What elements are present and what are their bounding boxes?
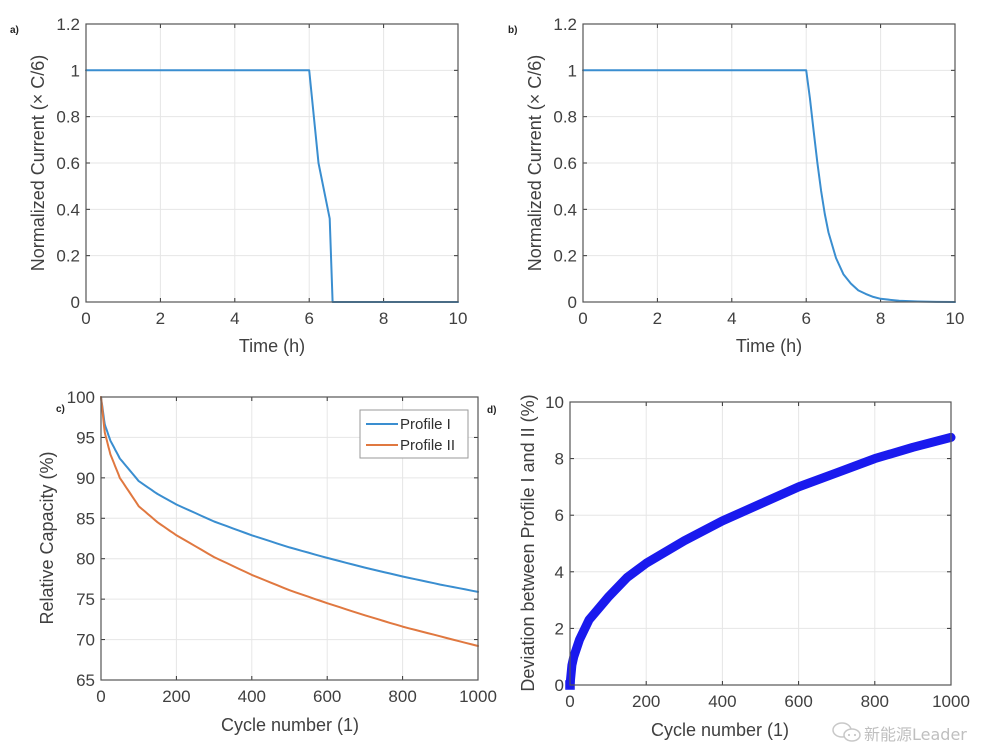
y-tick-label: 0.2 <box>56 247 80 266</box>
x-tick-label: 10 <box>946 309 965 328</box>
y-tick-label: 100 <box>67 388 95 407</box>
x-tick-label: 200 <box>632 692 660 711</box>
x-tick-label: 800 <box>388 687 416 706</box>
series-line-c-1 <box>100 396 479 593</box>
x-tick-label: 400 <box>238 687 266 706</box>
x-tick-label: 6 <box>304 309 313 328</box>
y-tick-label: 0 <box>71 293 80 312</box>
x-tick-label: 800 <box>861 692 889 711</box>
axes-frame-b <box>582 23 956 303</box>
x-tick-label: 0 <box>96 687 105 706</box>
x-tick-label: 4 <box>230 309 239 328</box>
y-tick-label: 70 <box>76 631 95 650</box>
series-line-c-2 <box>100 396 479 647</box>
y-tick-label: 8 <box>555 450 564 469</box>
axes-frame-c <box>100 396 479 681</box>
x-tick-label: 600 <box>784 692 812 711</box>
y-tick-label: 95 <box>76 428 95 447</box>
y-tick-label: 65 <box>76 671 95 690</box>
y-tick-label: 1.2 <box>56 15 80 34</box>
y-tick-label: 0.6 <box>553 154 577 173</box>
x-tick-label: 0 <box>565 692 574 711</box>
axes-frame-d <box>569 401 952 686</box>
y-tick-label: 0.2 <box>553 247 577 266</box>
y-tick-label: 1 <box>568 61 577 80</box>
x-tick-label: 1000 <box>932 692 970 711</box>
x-tick-label: 10 <box>449 309 468 328</box>
y-tick-label: 6 <box>555 506 564 525</box>
x-tick-label: 200 <box>162 687 190 706</box>
y-tick-label: 0.8 <box>56 108 80 127</box>
plot-area-d <box>570 402 951 685</box>
y-tick-label: 0 <box>555 676 564 695</box>
y-tick-label: 1.2 <box>553 15 577 34</box>
x-tick-label: 6 <box>801 309 810 328</box>
series-line-b-1 <box>582 69 956 303</box>
y-tick-label: 4 <box>555 563 564 582</box>
x-tick-label: 400 <box>708 692 736 711</box>
x-tick-label: 8 <box>876 309 885 328</box>
y-tick-label: 0.4 <box>56 200 80 219</box>
axes-frame-a <box>85 23 459 303</box>
y-tick-label: 0.6 <box>56 154 80 173</box>
x-tick-label: 2 <box>653 309 662 328</box>
y-tick-label: 0.4 <box>553 200 577 219</box>
legend-box <box>359 409 469 459</box>
series-line-d-1 <box>565 432 956 690</box>
x-tick-label: 1000 <box>459 687 497 706</box>
y-tick-label: 0.8 <box>553 108 577 127</box>
x-tick-label: 600 <box>313 687 341 706</box>
x-tick-label: 0 <box>81 309 90 328</box>
y-tick-label: 1 <box>71 61 80 80</box>
y-tick-label: 80 <box>76 550 95 569</box>
y-tick-label: 85 <box>76 509 95 528</box>
y-tick-label: 75 <box>76 590 95 609</box>
y-tick-label: 0 <box>568 293 577 312</box>
x-tick-label: 4 <box>727 309 736 328</box>
x-tick-label: 2 <box>156 309 165 328</box>
y-tick-label: 10 <box>545 393 564 412</box>
x-tick-label: 8 <box>379 309 388 328</box>
y-tick-label: 2 <box>555 619 564 638</box>
x-tick-label: 0 <box>578 309 587 328</box>
y-tick-label: 90 <box>76 469 95 488</box>
